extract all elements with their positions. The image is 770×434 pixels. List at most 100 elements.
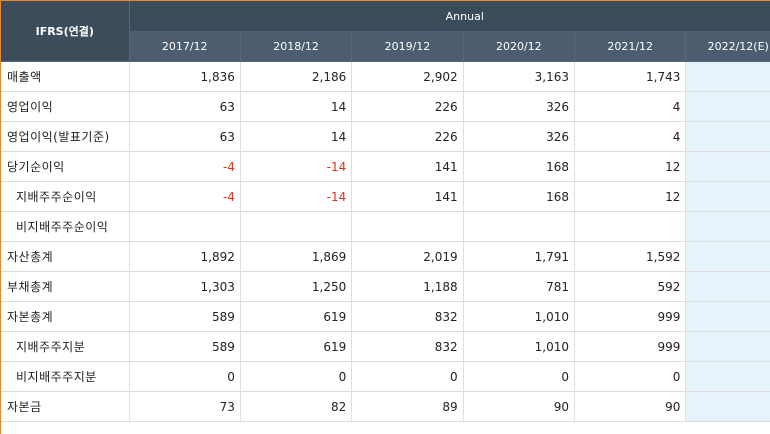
estimate-cell <box>685 181 770 212</box>
value-cell <box>463 211 576 242</box>
value-cell: 1,869 <box>240 241 353 272</box>
value-cell: 1,892 <box>129 241 241 272</box>
row-label: 지배주주순이익 <box>1 181 130 212</box>
year-header: 2017/12 <box>129 31 241 62</box>
year-header: 2018/12 <box>240 31 353 62</box>
value-cell: 326 <box>463 121 576 152</box>
value-cell: 832 <box>351 331 464 362</box>
value-cell <box>240 211 353 242</box>
year-header: 2020/12 <box>463 31 576 62</box>
row-label: 자본총계 <box>1 301 130 332</box>
value-cell: -4 <box>129 151 241 182</box>
value-cell: 14 <box>240 91 353 122</box>
value-cell: 2,186 <box>240 61 353 92</box>
value-cell: 326 <box>463 91 576 122</box>
value-cell: 1,250 <box>240 271 353 302</box>
value-cell: 1,188 <box>351 271 464 302</box>
row-label: 영업이익(발표기준) <box>1 121 130 152</box>
value-cell: 141 <box>351 151 464 182</box>
value-cell: 2,019 <box>351 241 464 272</box>
value-cell: 82 <box>240 391 353 422</box>
value-cell: 2,902 <box>351 61 464 92</box>
value-cell: 592 <box>574 271 687 302</box>
value-cell <box>129 211 241 242</box>
table-row: 자산총계 1,892 1,869 2,019 1,791 1,592 <box>1 241 770 272</box>
row-label: 지배주주지분 <box>1 331 130 362</box>
value-cell: -14 <box>240 151 353 182</box>
row-label: 자본금 <box>1 391 130 422</box>
row-label: 영업이익 <box>1 91 130 122</box>
value-cell: 90 <box>463 391 576 422</box>
table-row: 자본총계 589 619 832 1,010 999 <box>1 301 770 332</box>
value-cell: 90 <box>574 391 687 422</box>
value-cell <box>351 211 464 242</box>
estimate-year-header: 2022/12(E)? <box>685 31 770 62</box>
table-row: 지배주주순이익 -4 -14 141 168 12 <box>1 181 770 212</box>
row-label: 비지배주주순이익 <box>1 211 130 242</box>
value-cell: 141 <box>351 181 464 212</box>
value-cell: 589 <box>129 301 241 332</box>
estimate-cell <box>685 91 770 122</box>
year-header: 2021/12 <box>574 31 687 62</box>
table-row: 당기순이익 -4 -14 141 168 12 <box>1 151 770 182</box>
table-row: 영업이익(발표기준) 63 14 226 326 4 <box>1 121 770 152</box>
table-row: 영업이익 63 14 226 326 4 <box>1 91 770 122</box>
value-cell: -14 <box>240 181 353 212</box>
estimate-year-label: 2022/12(E) <box>707 40 769 53</box>
estimate-cell <box>685 241 770 272</box>
value-cell: 12 <box>574 181 687 212</box>
accounting-standard-header: IFRS(연결) <box>1 1 130 62</box>
row-label: 매출액 <box>1 61 130 92</box>
value-cell: 168 <box>463 181 576 212</box>
value-cell: -4 <box>129 181 241 212</box>
value-cell: 73 <box>129 391 241 422</box>
year-header: 2019/12 <box>351 31 464 62</box>
estimate-cell <box>685 121 770 152</box>
table-row: 매출액 1,836 2,186 2,902 3,163 1,743 <box>1 61 770 92</box>
table-body: 매출액 1,836 2,186 2,902 3,163 1,743 영업이익 63 14 226 3… <box>1 61 770 422</box>
value-cell: 4 <box>574 91 687 122</box>
value-cell: 226 <box>351 121 464 152</box>
value-cell: 832 <box>351 301 464 332</box>
value-cell: 14 <box>240 121 353 152</box>
value-cell: 1,303 <box>129 271 241 302</box>
value-cell: 168 <box>463 151 576 182</box>
value-cell: 999 <box>574 331 687 362</box>
value-cell: 589 <box>129 331 241 362</box>
value-cell: 63 <box>129 91 241 122</box>
annual-group-header: Annual <box>129 1 770 32</box>
value-cell: 4 <box>574 121 687 152</box>
value-cell: 226 <box>351 91 464 122</box>
estimate-cell <box>685 211 770 242</box>
estimate-cell <box>685 271 770 302</box>
estimate-cell <box>685 151 770 182</box>
value-cell: 1,010 <box>463 331 576 362</box>
value-cell: 3,163 <box>463 61 576 92</box>
estimate-cell <box>685 61 770 92</box>
value-cell: 619 <box>240 301 353 332</box>
value-cell: 1,592 <box>574 241 687 272</box>
value-cell: 999 <box>574 301 687 332</box>
value-cell: 619 <box>240 331 353 362</box>
value-cell: 1,743 <box>574 61 687 92</box>
table-row: 비지배주주지분 0 0 0 0 0 <box>1 361 770 392</box>
value-cell: 63 <box>129 121 241 152</box>
value-cell: 0 <box>129 361 241 392</box>
row-label: 부채총계 <box>1 271 130 302</box>
value-cell: 89 <box>351 391 464 422</box>
value-cell: 0 <box>351 361 464 392</box>
estimate-cell <box>685 361 770 392</box>
table-row: 비지배주주순이익 <box>1 211 770 242</box>
estimate-cell <box>685 331 770 362</box>
value-cell: 0 <box>463 361 576 392</box>
table-row: 부채총계 1,303 1,250 1,188 781 592 <box>1 271 770 302</box>
row-label: 비지배주주지분 <box>1 361 130 392</box>
value-cell: 781 <box>463 271 576 302</box>
value-cell <box>574 211 687 242</box>
value-cell: 1,791 <box>463 241 576 272</box>
estimate-cell <box>685 301 770 332</box>
row-label: 자산총계 <box>1 241 130 272</box>
value-cell: 0 <box>574 361 687 392</box>
value-cell: 1,010 <box>463 301 576 332</box>
